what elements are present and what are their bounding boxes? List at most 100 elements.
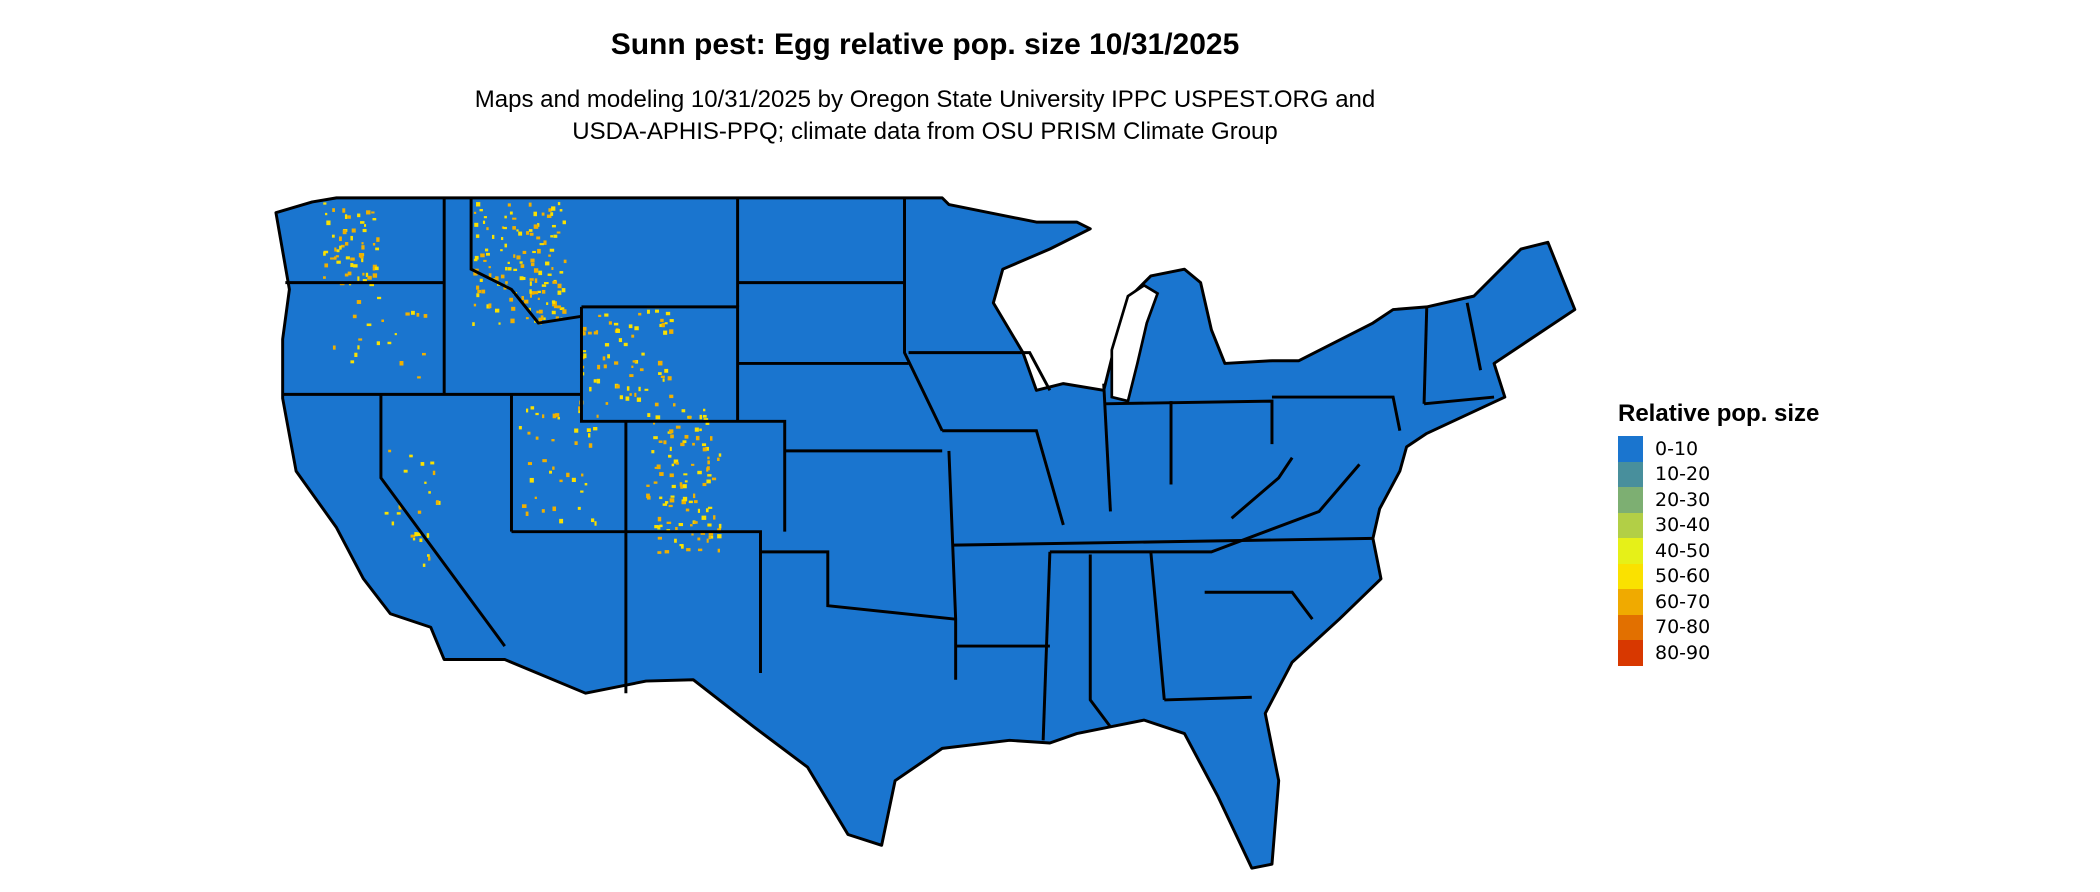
lake-michigan — [1110, 283, 1160, 403]
speckle — [357, 345, 360, 350]
speckle — [528, 307, 531, 312]
speckle — [366, 323, 372, 327]
speckle — [332, 345, 336, 350]
speckle — [588, 443, 593, 448]
us-outline — [274, 196, 1577, 870]
speckle — [550, 235, 554, 238]
speckle — [697, 548, 703, 552]
speckle — [394, 333, 397, 336]
speckle — [669, 429, 674, 434]
speckle — [638, 386, 641, 392]
speckle — [372, 242, 376, 246]
speckle — [680, 484, 684, 489]
speckle — [706, 479, 711, 484]
speckle — [675, 462, 679, 465]
map-subtitle: Maps and modeling 10/31/2025 by Oregon S… — [0, 84, 1850, 148]
speckle — [707, 460, 710, 465]
speckle — [551, 224, 556, 228]
speckle — [638, 312, 642, 316]
speckle — [536, 236, 541, 240]
speckle — [488, 303, 492, 309]
speckle — [511, 306, 516, 311]
speckle — [526, 231, 530, 235]
speckle — [559, 479, 563, 483]
speckle — [374, 266, 379, 271]
speckle — [529, 289, 532, 294]
speckle — [659, 472, 664, 476]
speckle — [664, 322, 668, 325]
speckle — [671, 463, 675, 467]
speckle — [596, 378, 601, 384]
speckle — [693, 521, 698, 524]
speckle — [414, 532, 418, 537]
speckle — [701, 515, 707, 520]
speckle — [364, 224, 367, 227]
speckle — [553, 305, 558, 309]
speckle — [684, 480, 688, 483]
speckle — [476, 202, 481, 207]
speckle — [688, 415, 692, 420]
speckle — [566, 472, 570, 478]
speckle — [563, 259, 567, 264]
speckle — [529, 281, 532, 286]
speckle — [519, 261, 523, 264]
speckle — [664, 501, 669, 504]
speckle — [323, 276, 326, 279]
legend-label: 50-60 — [1655, 565, 1711, 588]
speckle — [603, 364, 607, 369]
speckle — [632, 360, 637, 363]
speckle — [356, 300, 362, 304]
speckle — [595, 330, 599, 334]
speckle — [335, 255, 339, 258]
speckle — [707, 523, 712, 527]
speckle — [326, 220, 331, 226]
speckle — [581, 473, 584, 477]
speckle — [708, 535, 714, 539]
speckle — [693, 493, 696, 499]
speckle — [537, 290, 541, 294]
speckle — [403, 469, 408, 473]
speckle — [660, 375, 665, 378]
speckle — [583, 353, 587, 359]
speckle — [705, 446, 710, 451]
speckle — [571, 477, 576, 482]
speckle — [503, 286, 507, 290]
speckle — [536, 310, 539, 314]
speckle — [535, 436, 539, 440]
speckle — [557, 305, 562, 309]
speckle — [483, 216, 487, 219]
speckle — [664, 550, 670, 554]
speckle — [653, 436, 658, 440]
speckle — [381, 319, 385, 322]
speckle — [582, 372, 585, 376]
speckle — [371, 211, 375, 214]
legend-items: 0-10 10-20 20-30 30-40 40-50 50-60 60-70 70-80 8… — [1618, 436, 1819, 666]
speckle — [495, 276, 499, 281]
speckle — [421, 352, 426, 356]
speckle — [497, 283, 501, 286]
legend-swatch — [1618, 614, 1643, 640]
speckle — [422, 563, 426, 567]
speckle — [662, 378, 665, 382]
speckle — [484, 248, 489, 252]
speckle — [654, 466, 657, 469]
speckle — [668, 504, 673, 508]
speckle — [419, 538, 423, 543]
speckle — [594, 521, 597, 526]
speckle — [555, 316, 559, 321]
speckle — [384, 511, 389, 515]
speckle — [388, 449, 392, 453]
speckle — [657, 551, 662, 554]
speckle — [479, 278, 483, 282]
speckle — [703, 414, 707, 418]
speckle — [604, 343, 610, 347]
speckle — [372, 264, 377, 268]
speckle — [693, 500, 698, 504]
legend-swatch — [1618, 589, 1643, 615]
speckle — [475, 234, 480, 238]
speckle — [342, 229, 347, 235]
legend-item: 20-30 — [1618, 487, 1819, 513]
state-borders — [282, 197, 1495, 741]
speckle — [697, 508, 701, 513]
speckle — [323, 251, 326, 256]
